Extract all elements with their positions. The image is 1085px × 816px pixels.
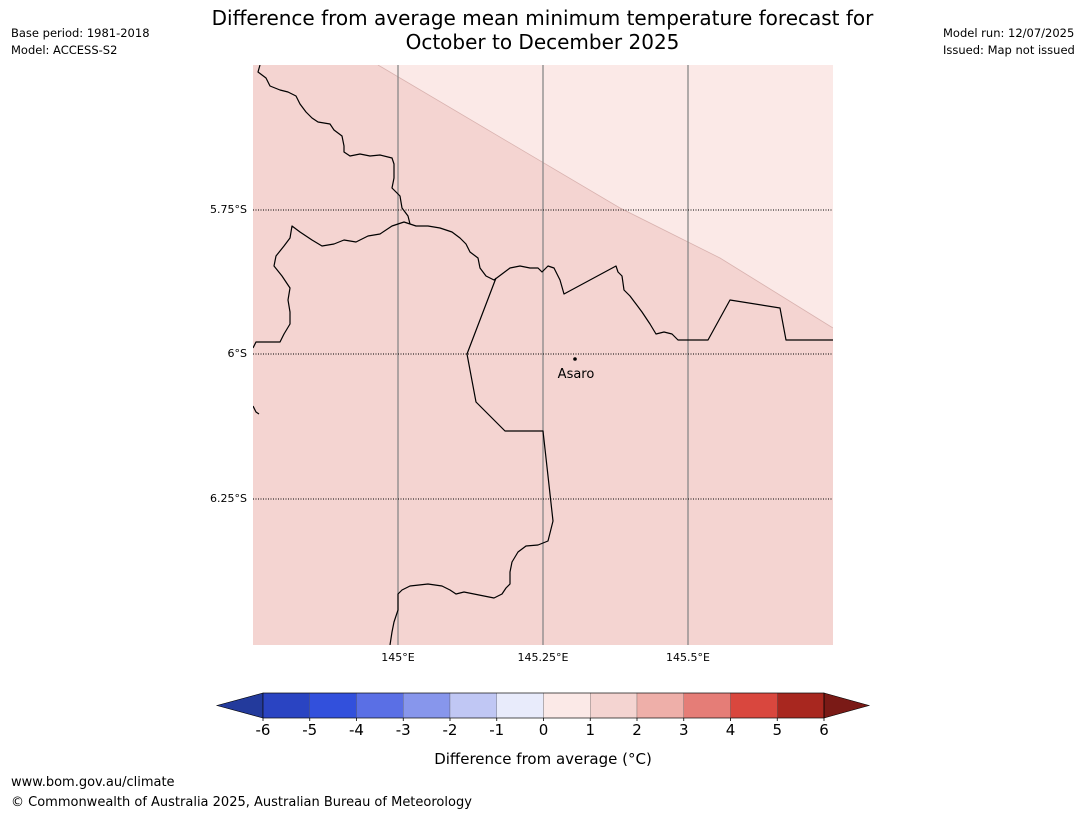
colorbar-block [543, 692, 591, 719]
colorbar-tick-label: -5 [302, 721, 317, 739]
boundary-north [257, 65, 411, 225]
lon-label-145e: 145°E [381, 651, 414, 664]
colorbar-block [590, 692, 638, 719]
colorbar-block [449, 692, 497, 719]
colorbar-extend-high [823, 692, 871, 719]
colorbar-block [777, 692, 825, 719]
colorbar-block [683, 692, 731, 719]
province-boundaries [253, 65, 833, 645]
base-period: Base period: 1981-2018 [11, 26, 150, 40]
colorbar-tick-label: 1 [585, 721, 595, 739]
colorbar-tick-label: 0 [539, 721, 549, 739]
footer-url: www.bom.gov.au/climate [11, 775, 175, 790]
lon-label-145-25e: 145.25°E [518, 651, 569, 664]
lon-label-145-5e: 145.5°E [666, 651, 710, 664]
colorbar-tick-label: 5 [772, 721, 782, 739]
colorbar-tick-label: 2 [632, 721, 642, 739]
colorbar-tick-label: -3 [396, 721, 411, 739]
boundary-south [389, 277, 554, 645]
colorbar-tick-label: -6 [256, 721, 271, 739]
issued-status: Issued: Map not issued [943, 43, 1075, 57]
title-line-1: Difference from average mean minimum tem… [211, 6, 874, 30]
lat-label-6s: 6°S [228, 347, 247, 360]
colorbar-tick-label: 4 [726, 721, 736, 739]
forecast-map: Asaro 5.75°S 6°S 6.25°S 145°E 145.25°E 1… [210, 65, 833, 664]
title-line-2: October to December 2025 [405, 30, 680, 54]
colorbar-extend-low [215, 692, 264, 719]
model-name: Model: ACCESS-S2 [11, 43, 118, 57]
colorbar-blocks [215, 692, 871, 719]
colorbar-block [309, 692, 357, 719]
colorbar-tick-label: -1 [489, 721, 504, 739]
lat-label-6-25s: 6.25°S [210, 492, 247, 505]
model-run: Model run: 12/07/2025 [943, 26, 1075, 40]
boundary-central [253, 221, 411, 349]
colorbar-block [730, 692, 778, 719]
colorbar-ticks: -6 -5 -4 -3 -2 -1 0 1 2 3 4 5 6 [256, 718, 829, 739]
boundary-west-stub [253, 405, 260, 415]
colorbar-block [356, 692, 404, 719]
colorbar-tick-label: -4 [349, 721, 364, 739]
boundary-east [409, 223, 833, 341]
colorbar-block [496, 692, 544, 719]
colorbar-block [403, 692, 451, 719]
map-area: Asaro [253, 65, 833, 645]
colorbar-tick-label: 3 [679, 721, 689, 739]
lat-label-5-75s: 5.75°S [210, 203, 247, 216]
anomaly-band-0-to-1 [378, 65, 833, 328]
colorbar-tick-label: 6 [819, 721, 829, 739]
contour-line [377, 65, 833, 329]
town-marker [573, 357, 577, 361]
colorbar-label: Difference from average (°C) [434, 750, 652, 768]
footer-copyright: © Commonwealth of Australia 2025, Austra… [11, 795, 472, 810]
corner-info-right: Model run: 12/07/2025 Issued: Map not is… [943, 25, 1075, 59]
corner-info-left: Base period: 1981-2018 Model: ACCESS-S2 [11, 25, 150, 59]
town-label: Asaro [558, 367, 595, 382]
map-title: Difference from average mean minimum tem… [150, 6, 935, 54]
colorbar-block [262, 692, 310, 719]
colorbar-block [636, 692, 684, 719]
colorbar-tick-label: -2 [443, 721, 458, 739]
